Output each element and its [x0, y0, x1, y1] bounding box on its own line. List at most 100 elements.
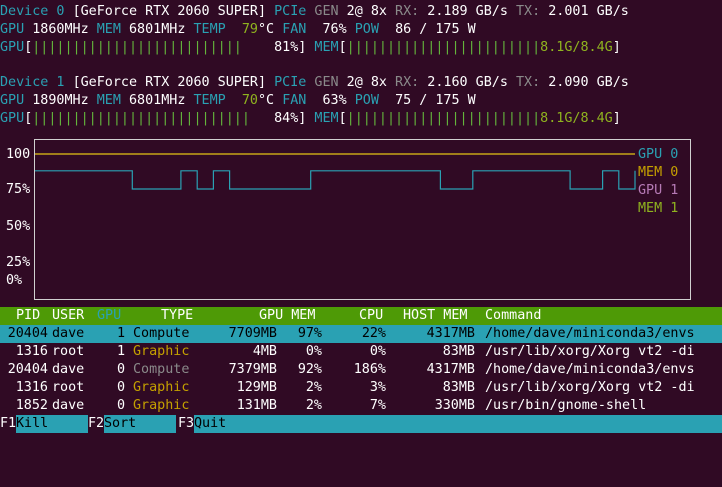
- device-0-stats: GPU 1860MHz MEM 6801MHz TEMP 79°C FAN 76…: [0, 21, 476, 39]
- table-row[interactable]: 1852 dave 0 Graphic 131MB 2% 7% 330MB/usr/bin/g…: [0, 397, 722, 415]
- gen-value: 2@ 8x: [346, 4, 387, 19]
- f3-key[interactable]: F3: [178, 416, 195, 431]
- pcie-label: PCIe: [274, 4, 307, 19]
- col-user[interactable]: USER: [52, 308, 85, 323]
- cell-host-mem: 4317MB: [426, 362, 475, 377]
- cell-gpu: 1: [116, 326, 125, 341]
- mem-bar-label: MEM: [314, 111, 339, 126]
- device-label: Device 0: [0, 4, 65, 19]
- cell-gpu-mem: 131MB: [236, 398, 277, 413]
- pow-label: POW: [354, 93, 379, 108]
- device-0-bars: GPU[|||||||||||||||||||||||||| 81%] MEM[…: [0, 40, 621, 55]
- quit-button[interactable]: Quit: [194, 415, 722, 433]
- cell-gpu-mem: 7709MB: [228, 326, 277, 341]
- cell-gpu: 0: [116, 398, 125, 413]
- gpu-util-text: 84%: [274, 111, 299, 126]
- col-cpu[interactable]: CPU: [359, 308, 384, 323]
- rx-value: 2.189 GB/s: [427, 4, 508, 19]
- mem-clock: 6801MHz: [129, 93, 186, 108]
- cell-pid: 1316: [15, 380, 48, 395]
- cell-type: Graphic: [133, 398, 190, 413]
- f1-key[interactable]: F1: [0, 416, 17, 431]
- y-tick-label: 75%: [6, 182, 31, 197]
- fan-value: 63%: [322, 93, 347, 108]
- col-host-mem[interactable]: HOST MEM: [403, 308, 468, 323]
- device-1-stats: GPU 1890MHz MEM 6801MHz TEMP 70°C FAN 63…: [0, 92, 476, 110]
- cell-user: dave: [52, 398, 85, 413]
- col-type[interactable]: TYPE: [161, 308, 194, 323]
- cell-cpu: 0%: [369, 344, 386, 359]
- f2-key[interactable]: F2: [88, 416, 105, 431]
- temp-value: 79: [241, 22, 258, 37]
- cell-command: /usr/bin/gnome-shell: [485, 398, 647, 413]
- cell-type: Graphic: [133, 380, 190, 395]
- cell-cpu: 22%: [361, 326, 386, 341]
- device-label: Device 1: [0, 75, 65, 90]
- device-1-header: Device 1 [GeForce RTX 2060 SUPER] PCIe G…: [0, 74, 629, 92]
- mem-clock-label: MEM: [96, 22, 121, 37]
- mem-util-bar: ||||||||||||||||||||||||: [346, 111, 541, 126]
- tx-label: TX:: [515, 4, 541, 19]
- y-tick-label: 0%: [6, 273, 23, 288]
- cell-type: Compute: [133, 362, 190, 377]
- cell-gpu-mem: 4MB: [252, 344, 277, 359]
- gpu-util-bar: ||||||||||||||||||||||||||: [32, 40, 275, 55]
- cell-gpu-mem-pct: 97%: [297, 326, 322, 341]
- tx-label: TX:: [515, 75, 541, 90]
- gen-value: 2@ 8x: [346, 75, 387, 90]
- table-row[interactable]: 1316 root 1 Graphic 4MB 0% 0% 83MB/usr/lib/xorg…: [0, 343, 722, 361]
- cell-command: /usr/lib/xorg/Xorg vt2 -di: [485, 344, 695, 359]
- cell-host-mem: 330MB: [434, 398, 475, 413]
- temp-label: TEMP: [193, 22, 226, 37]
- legend-mem-0: MEM 0: [638, 165, 679, 180]
- rx-value: 2.160 GB/s: [427, 75, 508, 90]
- tx-value: 2.001 GB/s: [548, 4, 629, 19]
- gen-label: GEN: [314, 4, 339, 19]
- cell-user: root: [52, 380, 85, 395]
- cell-gpu-mem-pct: 2%: [305, 398, 322, 413]
- cell-gpu: 1: [116, 344, 125, 359]
- kill-button[interactable]: Kill: [16, 415, 88, 433]
- cell-host-mem: 83MB: [442, 344, 475, 359]
- cell-pid: 1852: [15, 398, 48, 413]
- cell-gpu-mem: 7379MB: [228, 362, 277, 377]
- pow-value: 86 / 175 W: [395, 22, 476, 37]
- series-line-gpu-0: [35, 170, 636, 190]
- gen-label: GEN: [314, 75, 339, 90]
- cell-user: dave: [52, 362, 85, 377]
- device-0-header: Device 0 [GeForce RTX 2060 SUPER] PCIe G…: [0, 3, 629, 21]
- cell-user: dave: [52, 326, 85, 341]
- y-tick-label: 50%: [6, 219, 31, 234]
- footer-bar: F1 Kill F2 Sort F3 Quit: [0, 415, 722, 433]
- cell-command: /usr/lib/xorg/Xorg vt2 -di: [485, 380, 695, 395]
- cell-gpu: 0: [116, 380, 125, 395]
- process-table-header: PID USER GPU TYPE GPU MEM CPU HOST MEM C…: [0, 307, 722, 325]
- sort-button[interactable]: Sort: [104, 415, 176, 433]
- col-gpu-mem[interactable]: GPU MEM: [259, 308, 316, 323]
- col-gpu[interactable]: GPU: [97, 308, 122, 323]
- table-row[interactable]: 20404 dave 0 Compute 7379MB 92% 186% 4317MB/hom…: [0, 361, 722, 379]
- y-tick-label: 25%: [6, 255, 31, 270]
- cell-user: root: [52, 344, 85, 359]
- legend-gpu-1: GPU 1: [638, 183, 679, 198]
- gpu-clock: 1890MHz: [32, 93, 89, 108]
- device-name: [GeForce RTX 2060 SUPER]: [72, 4, 267, 19]
- utilization-chart: [34, 139, 691, 300]
- col-pid[interactable]: PID: [16, 308, 41, 323]
- table-row[interactable]: 20404 dave 1 Compute 7709MB 97% 22% 4317MB/home…: [0, 325, 722, 343]
- legend-mem-1: MEM 1: [638, 201, 679, 216]
- mem-clock: 6801MHz: [129, 22, 186, 37]
- table-row[interactable]: 1316 root 0 Graphic 129MB 2% 3% 83MB/usr/lib/xo…: [0, 379, 722, 397]
- gpu-clock-label: GPU: [0, 93, 25, 108]
- fan-label: FAN: [282, 22, 307, 37]
- temp-label: TEMP: [193, 93, 226, 108]
- gpu-util-text: 81%: [274, 40, 299, 55]
- cell-host-mem: 83MB: [442, 380, 475, 395]
- mem-bar-label: MEM: [314, 40, 339, 55]
- cell-type: Graphic: [133, 344, 190, 359]
- col-command[interactable]: Command: [485, 308, 542, 323]
- pcie-label: PCIe: [274, 75, 307, 90]
- gpu-clock-label: GPU: [0, 22, 25, 37]
- fan-value: 76%: [322, 22, 347, 37]
- terminal-window: Device 0 [GeForce RTX 2060 SUPER] PCIe G…: [0, 3, 722, 433]
